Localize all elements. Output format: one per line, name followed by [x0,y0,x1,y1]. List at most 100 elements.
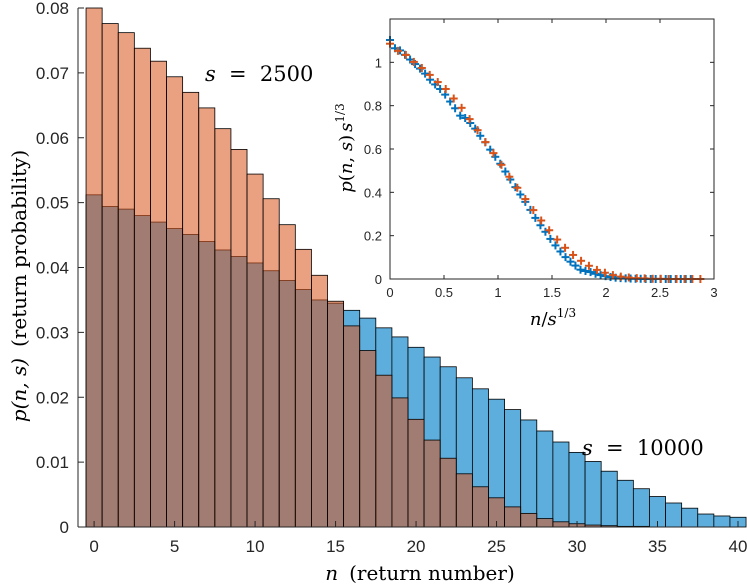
annotation-s-2500: s = 2500 [205,62,313,86]
inset-point-s2500-10 [465,115,474,124]
bar-s2500-15 [327,300,345,528]
bar-s10000-36 [665,502,683,528]
inset-point-s2500-16 [513,183,522,192]
inset-point-s10000-37 [571,261,580,270]
inset-point-s2500-5 [425,70,434,79]
inset-x-tick-label-5: 2.5 [651,285,669,300]
inset-point-s2500-7 [441,84,450,93]
bar-s10000-39 [713,515,731,528]
inset-point-s2500-6 [433,78,442,87]
inset-point-s10000-31 [541,227,550,236]
inset-point-s2500-22 [561,243,570,252]
bar-s2500-18 [375,374,393,528]
inset-y-tick-label-3: 0.6 [364,142,382,157]
bar-s2500-11 [262,198,280,528]
x-tick-label-5: 5 [170,537,179,556]
bar-s2500-24 [471,486,489,528]
inset-x-axis-label: n/s1/3 [530,306,576,330]
x-tick-label-15: 15 [326,537,345,556]
inset-point-s2500-32 [640,274,649,283]
x-tick-label-0: 0 [89,537,98,556]
bar-s2500-4 [150,60,167,528]
y-tick-label-2: 0.02 [36,388,69,407]
inset-point-s10000-42 [596,271,605,280]
y-tick-label-8: 0.08 [36,0,69,18]
x-axis-label-text: (return number) [349,561,515,585]
y-axis-label: p(n, s) (return probability) [7,150,31,422]
bar-s10000-27 [520,419,538,528]
inset-point-s10000-14 [456,111,465,120]
annotation-s-2500-lhs: s [205,62,216,86]
inset-point-s2500-13 [489,149,498,158]
bar-s2500-6 [182,91,200,528]
inset-point-s2500-31 [632,274,641,283]
bar-s2500-26 [504,506,522,528]
y-tick-label-6: 0.06 [36,129,69,148]
svg-text:s = 10000: s = 10000 [582,436,704,460]
inset-point-s2500-23 [569,250,578,259]
inset-point-s2500-21 [553,235,562,244]
inset-point-s2500-4 [417,63,426,72]
inset-point-s10000-7 [421,69,430,78]
bar-s2500-20 [407,418,425,528]
bar-s2500-16 [343,325,361,528]
bar-s10000-29 [552,441,570,528]
y-tick-label-1: 0.01 [36,453,69,472]
y-axis-label-math: p(n, s) [7,358,31,422]
inset-x-tick-label-6: 3 [710,285,717,300]
y-axis-label-text: (return probability) [7,150,31,347]
inset-point-s10000-39 [581,266,590,275]
inset-point-s2500-26 [592,265,601,274]
inset-y-tick-label-1: 0.2 [364,229,382,244]
x-tick-label-20: 20 [407,537,426,556]
inset-point-s2500-17 [521,195,530,204]
inset-point-s2500-14 [497,160,506,169]
y-tick-label-0: 0 [60,518,69,537]
bar-s10000-37 [681,507,699,528]
bar-s2500-1 [101,23,119,528]
inset-frame [389,18,715,280]
annotation-s-2500-eq: = [229,62,247,86]
y-tick-label-4: 0.04 [36,259,69,278]
bar-s10000-30 [568,451,586,528]
annotation-s-2500-rhs: 2500 [260,62,313,86]
inset-point-s10000-33 [551,241,560,250]
inset-point-s10000-41 [591,269,600,278]
inset-point-s10000-26 [516,190,525,199]
x-tick-label-30: 30 [568,537,587,556]
svg-text:p(n, s)s1/3: p(n, s)s1/3 [333,103,357,192]
bar-s2500-7 [198,107,216,528]
bar-s2500-19 [391,397,409,528]
x-axis-label: n (return number) [325,561,515,585]
svg-text:n (return number): n (return number) [325,561,515,585]
bar-s2500-13 [294,248,312,528]
inset-point-s2500-28 [608,271,617,280]
bar-s10000-38 [697,513,715,528]
inset-point-s2500-25 [584,261,593,270]
inset-point-s10000-32 [546,234,555,243]
bar-s10000-28 [536,430,554,528]
inset-x-tick-label-2: 1 [494,285,501,300]
bar-s2500-22 [439,457,457,528]
inset-x-tick-label-0: 0 [386,285,393,300]
inset-point-s10000-40 [586,268,595,277]
bar-s10000-31 [584,461,602,528]
annotation-s-10000-rhs: 10000 [637,436,704,460]
inset-point-s2500-8 [449,94,458,103]
inset-point-s10000-36 [566,257,575,266]
x-tick-label-10: 10 [246,537,265,556]
bar-s10000-33 [616,479,634,528]
inset-y-tick-label-5: 1 [375,55,382,70]
bar-s2500-9 [230,149,248,528]
annotation-s-10000-eq: = [606,436,624,460]
inset-point-s2500-20 [545,226,554,235]
inset-point-s10000-18 [476,131,485,140]
svg-text:s = 2500: s = 2500 [205,62,313,86]
y-tick-label-5: 0.05 [36,194,69,213]
inset-point-s2500-18 [529,206,538,215]
inset-point-s2500-27 [600,268,609,277]
main-histogram-bars [85,7,747,528]
x-tick-label-25: 25 [487,537,506,556]
inset-y-tick-label-4: 0.8 [364,99,382,114]
inset-point-s2500-9 [457,103,466,112]
